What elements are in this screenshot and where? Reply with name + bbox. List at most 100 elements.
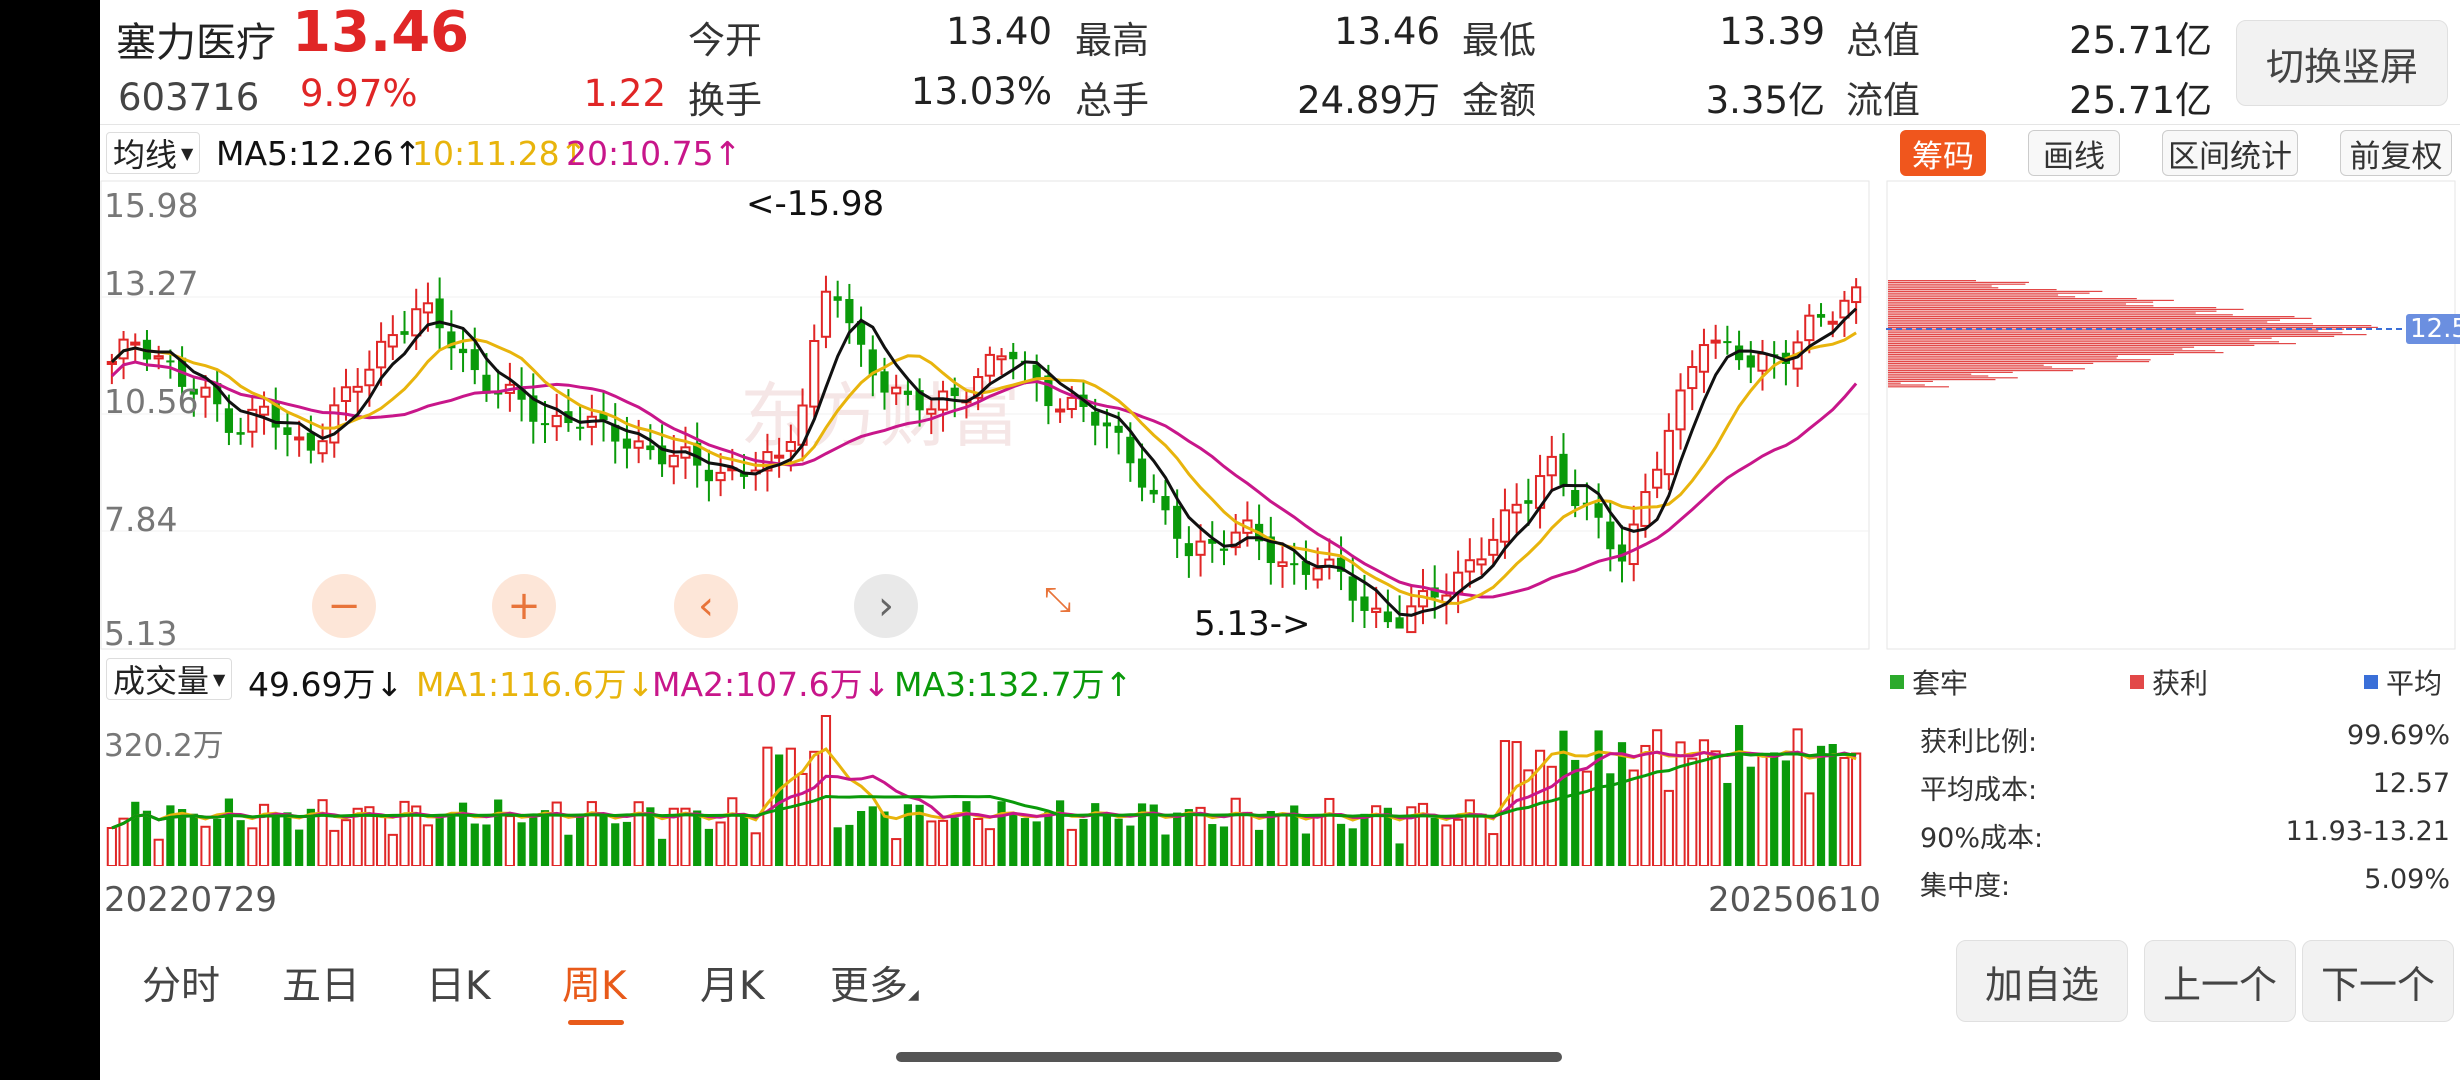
candle-body: [1652, 468, 1663, 489]
volume-bar: [517, 822, 526, 866]
next-stock-button[interactable]: 下一个: [2302, 940, 2454, 1022]
start-date: 20220729: [104, 880, 278, 920]
candle-body: [1663, 429, 1674, 476]
candle-body: [668, 454, 679, 468]
volume-bar: [306, 808, 315, 866]
candle-body: [1511, 503, 1522, 514]
candle-body: [785, 441, 796, 452]
volume-chart[interactable]: [100, 706, 1870, 866]
candle-body: [1617, 544, 1627, 562]
volume-bar: [903, 804, 913, 866]
candle-body: [387, 334, 398, 348]
volume-bar: [1581, 770, 1592, 866]
chip-bar: [1888, 296, 2076, 298]
mcap-label: 总值: [1846, 19, 1920, 62]
vol-selector[interactable]: 成交量 ▼: [106, 658, 233, 700]
volume-bar: [329, 829, 340, 866]
add-watchlist-button[interactable]: 加自选: [1956, 940, 2128, 1022]
tab-five-day[interactable]: 五日: [282, 964, 361, 1009]
candle-body: [294, 436, 305, 441]
volume-bar: [422, 824, 434, 866]
volume-bar: [1675, 741, 1686, 866]
volume-bar: [973, 817, 984, 866]
low-value: 13.39: [1719, 10, 1825, 53]
scroll-left-button[interactable]: ‹: [674, 574, 738, 638]
cost-90-row: 90%成本: 11.93-13.21: [1920, 816, 2450, 854]
candle-body: [529, 395, 538, 422]
candle-body: [1044, 375, 1053, 407]
candle-body: [329, 404, 340, 444]
zoom-out-button[interactable]: −: [312, 574, 376, 638]
tab-more[interactable]: 更多◢: [830, 964, 919, 1009]
stock-kline-screen: 塞力医疗 13.46 603716 9.97% 1.22 今开 13.40 最高…: [100, 0, 2460, 1080]
tab-monthly-k[interactable]: 月K: [700, 964, 765, 1009]
candle-body: [576, 426, 585, 429]
volume-bar: [1383, 807, 1392, 866]
scroll-right-button[interactable]: ›: [854, 574, 918, 638]
chip-bar: [1888, 287, 1999, 289]
candle-body: [903, 390, 913, 395]
candle-body: [1476, 558, 1487, 566]
volume-label: 总手: [1075, 79, 1149, 122]
volume-bar: [1770, 752, 1779, 866]
candle-body: [224, 408, 234, 433]
candle-body: [1827, 320, 1838, 325]
candle-body: [283, 427, 292, 435]
candle-body: [352, 385, 363, 393]
candle-body: [1395, 617, 1404, 629]
tab-forward-adjust[interactable]: 前复权: [2340, 130, 2452, 176]
stock-code: 603716: [118, 76, 260, 119]
candle-body: [833, 296, 842, 301]
volume-value: 24.89万: [1297, 79, 1440, 122]
tab-range-stats[interactable]: 区间统计: [2162, 130, 2298, 176]
tab-weekly-k[interactable]: 周K: [562, 964, 627, 1009]
candle-body: [1839, 299, 1850, 319]
tab-chips[interactable]: 筹码: [1900, 130, 1986, 176]
volume-bar: [1312, 814, 1323, 866]
ma5-line: [110, 307, 1858, 617]
volume-bar: [1348, 828, 1357, 866]
volume-bar: [962, 801, 971, 866]
chip-bar: [1888, 346, 2195, 348]
volume-bar: [1266, 810, 1275, 866]
volume-bar: [387, 833, 398, 866]
candlestick-chart[interactable]: 东方财富: [100, 180, 1870, 650]
volume-bar: [1628, 769, 1639, 866]
chip-bar: [1888, 323, 2314, 325]
candle-body: [422, 302, 434, 314]
chip-bar: [1888, 382, 1901, 384]
avg-cost-tag: 12.57: [2406, 314, 2460, 344]
volume-bar: [1757, 754, 1768, 866]
candle-body: [868, 349, 877, 376]
compress-icon[interactable]: ⤡: [1044, 580, 1072, 620]
volume-bar: [470, 823, 479, 866]
candle-body: [1371, 607, 1382, 613]
tab-draw[interactable]: 画线: [2028, 130, 2120, 176]
chip-bar: [1888, 281, 2029, 283]
chip-bar: [1888, 325, 2372, 327]
tab-daily-k[interactable]: 日K: [426, 964, 491, 1009]
open-value: 13.40: [946, 10, 1052, 53]
zoom-in-button[interactable]: +: [492, 574, 556, 638]
ma5-value: MA5:12.26↑: [216, 134, 422, 173]
candle-body: [611, 424, 620, 442]
vol-ma1: MA1:116.6万↓: [416, 665, 655, 704]
previous-stock-button[interactable]: 上一个: [2144, 940, 2296, 1022]
tab-intraday[interactable]: 分时: [142, 964, 221, 1009]
volume-bar: [283, 812, 292, 866]
candle-body: [693, 442, 702, 466]
chip-bar: [1888, 368, 2085, 370]
vol-ma3: MA3:132.7万↑: [894, 665, 1133, 704]
chip-bar: [1888, 341, 2280, 343]
candle-body: [1032, 364, 1041, 381]
ma-selector[interactable]: 均线 ▼: [106, 132, 201, 174]
open-label: 今开: [688, 19, 762, 62]
candle-body: [1219, 548, 1229, 551]
chip-bar: [1888, 332, 2343, 334]
chip-bar: [1888, 310, 2217, 312]
volume-bar: [1430, 817, 1439, 866]
candle-body: [540, 423, 550, 426]
home-indicator[interactable]: [896, 1052, 1562, 1062]
high-value: 13.46: [1334, 10, 1440, 53]
switch-portrait-button[interactable]: 切换竖屏: [2236, 20, 2448, 106]
